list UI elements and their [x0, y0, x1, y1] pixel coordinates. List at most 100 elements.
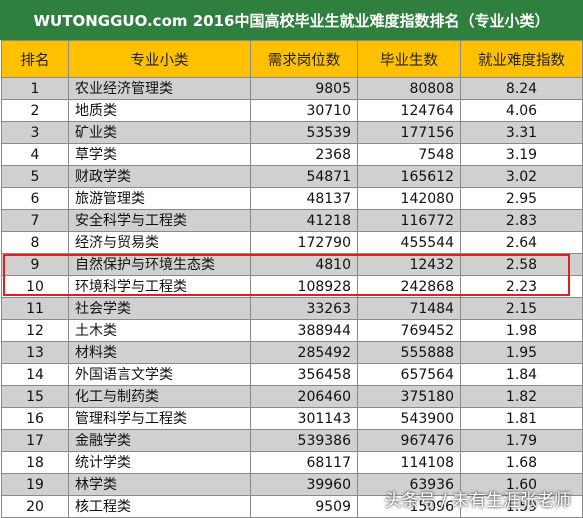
difficulty-index-cell: 3.02 [460, 165, 583, 188]
table-row: 16 管理科学与工程类 301143 543900 1.81 [1, 407, 583, 430]
demand-cell: 53539 [250, 121, 358, 144]
graduates-cell: 455544 [357, 231, 461, 254]
table-row: 19 林学类 39960 63936 1.60 [1, 473, 583, 496]
difficulty-index-cell: 3.19 [460, 143, 583, 166]
graduates-cell: 543900 [357, 407, 461, 430]
graduates-cell: 555888 [357, 341, 461, 364]
rank-cell: 18 [1, 451, 69, 474]
difficulty-index-cell: 1.84 [460, 363, 583, 386]
graduates-cell: 769452 [357, 319, 461, 342]
page-title: WUTONGGUO.com 2016中国高校毕业生就业难度指数排名（专业小类） [0, 0, 583, 40]
rank-cell: 7 [1, 209, 69, 232]
major-cell: 自然保护与环境生态类 [68, 253, 251, 276]
rank-cell: 14 [1, 363, 69, 386]
difficulty-index-cell: 1.95 [460, 341, 583, 364]
table-row: 3 矿业类 53539 177156 3.31 [1, 121, 583, 144]
header-graduates: 毕业生数 [357, 40, 461, 78]
rank-cell: 12 [1, 319, 69, 342]
demand-cell: 39960 [250, 473, 358, 496]
ranking-table: 排名 专业小类 需求岗位数 毕业生数 就业难度指数 1 农业经济管理类 9805 80… [1, 40, 583, 518]
rank-cell: 13 [1, 341, 69, 364]
graduates-cell: 12432 [357, 253, 461, 276]
demand-cell: 9805 [250, 77, 358, 100]
major-cell: 草学类 [68, 143, 251, 166]
major-cell: 核工程类 [68, 495, 251, 518]
rank-cell: 5 [1, 165, 69, 188]
major-cell: 化工与制药类 [68, 385, 251, 408]
difficulty-index-cell: 1.79 [460, 429, 583, 452]
table-row: 17 金融学类 539386 967476 1.79 [1, 429, 583, 452]
table-row: 14 外国语言文学类 356458 657564 1.84 [1, 363, 583, 386]
table-row: 6 旅游管理类 48137 142080 2.95 [1, 187, 583, 210]
graduates-cell: 15096 [357, 495, 461, 518]
major-cell: 管理科学与工程类 [68, 407, 251, 430]
table-row: 2 地质类 30710 124764 4.06 [1, 99, 583, 122]
header-difficulty-index: 就业难度指数 [460, 40, 583, 78]
table-row: 13 材料类 285492 555888 1.95 [1, 341, 583, 364]
major-cell: 环境科学与工程类 [68, 275, 251, 298]
demand-cell: 30710 [250, 99, 358, 122]
graduates-cell: 177156 [357, 121, 461, 144]
table-row: 1 农业经济管理类 9805 80808 8.24 [1, 77, 583, 100]
major-cell: 统计学类 [68, 451, 251, 474]
graduates-cell: 375180 [357, 385, 461, 408]
rank-cell: 4 [1, 143, 69, 166]
demand-cell: 356458 [250, 363, 358, 386]
graduates-cell: 124764 [357, 99, 461, 122]
demand-cell: 54871 [250, 165, 358, 188]
table-row: 10 环境科学与工程类 108928 242868 2.23 [1, 275, 583, 298]
demand-cell: 301143 [250, 407, 358, 430]
rank-cell: 2 [1, 99, 69, 122]
rank-cell: 6 [1, 187, 69, 210]
graduates-cell: 116772 [357, 209, 461, 232]
difficulty-index-cell: 1.98 [460, 319, 583, 342]
demand-cell: 9509 [250, 495, 358, 518]
difficulty-index-cell: 1.68 [460, 451, 583, 474]
major-cell: 社会学类 [68, 297, 251, 320]
table-row: 18 统计学类 68117 114108 1.68 [1, 451, 583, 474]
major-cell: 金融学类 [68, 429, 251, 452]
graduates-cell: 242868 [357, 275, 461, 298]
difficulty-index-cell: 1.81 [460, 407, 583, 430]
table-row: 12 土木类 388944 769452 1.98 [1, 319, 583, 342]
major-cell: 矿业类 [68, 121, 251, 144]
table-row: 8 经济与贸易类 172790 455544 2.64 [1, 231, 583, 254]
rank-cell: 3 [1, 121, 69, 144]
difficulty-index-cell: 2.83 [460, 209, 583, 232]
table-row: 7 安全科学与工程类 41218 116772 2.83 [1, 209, 583, 232]
major-cell: 材料类 [68, 341, 251, 364]
rank-cell: 10 [1, 275, 69, 298]
graduates-cell: 71484 [357, 297, 461, 320]
difficulty-index-cell: 2.95 [460, 187, 583, 210]
demand-cell: 539386 [250, 429, 358, 452]
major-cell: 外国语言文学类 [68, 363, 251, 386]
rank-cell: 17 [1, 429, 69, 452]
difficulty-index-cell: 8.24 [460, 77, 583, 100]
graduates-cell: 142080 [357, 187, 461, 210]
major-cell: 林学类 [68, 473, 251, 496]
table-row: 5 财政学类 54871 165612 3.02 [1, 165, 583, 188]
header-major: 专业小类 [68, 40, 251, 78]
demand-cell: 68117 [250, 451, 358, 474]
demand-cell: 48137 [250, 187, 358, 210]
table-row: 4 草学类 2368 7548 3.19 [1, 143, 583, 166]
demand-cell: 33263 [250, 297, 358, 320]
demand-cell: 172790 [250, 231, 358, 254]
demand-cell: 388944 [250, 319, 358, 342]
table-header-row: 排名 专业小类 需求岗位数 毕业生数 就业难度指数 [1, 40, 583, 78]
major-cell: 土木类 [68, 319, 251, 342]
difficulty-index-cell: 2.23 [460, 275, 583, 298]
rank-cell: 19 [1, 473, 69, 496]
major-cell: 旅游管理类 [68, 187, 251, 210]
table-row: 11 社会学类 33263 71484 2.15 [1, 297, 583, 320]
table-row: 15 化工与制药类 206460 375180 1.82 [1, 385, 583, 408]
difficulty-index-cell: 2.15 [460, 297, 583, 320]
demand-cell: 206460 [250, 385, 358, 408]
graduates-cell: 7548 [357, 143, 461, 166]
rank-cell: 15 [1, 385, 69, 408]
rank-cell: 1 [1, 77, 69, 100]
difficulty-index-cell: 1.82 [460, 385, 583, 408]
difficulty-index-cell: 3.31 [460, 121, 583, 144]
graduates-cell: 80808 [357, 77, 461, 100]
watermark: 头条号 / 未有生涯张老师 [384, 491, 571, 511]
